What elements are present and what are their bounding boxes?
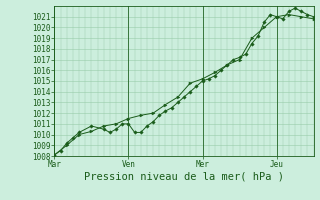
X-axis label: Pression niveau de la mer( hPa ): Pression niveau de la mer( hPa ) [84, 172, 284, 182]
